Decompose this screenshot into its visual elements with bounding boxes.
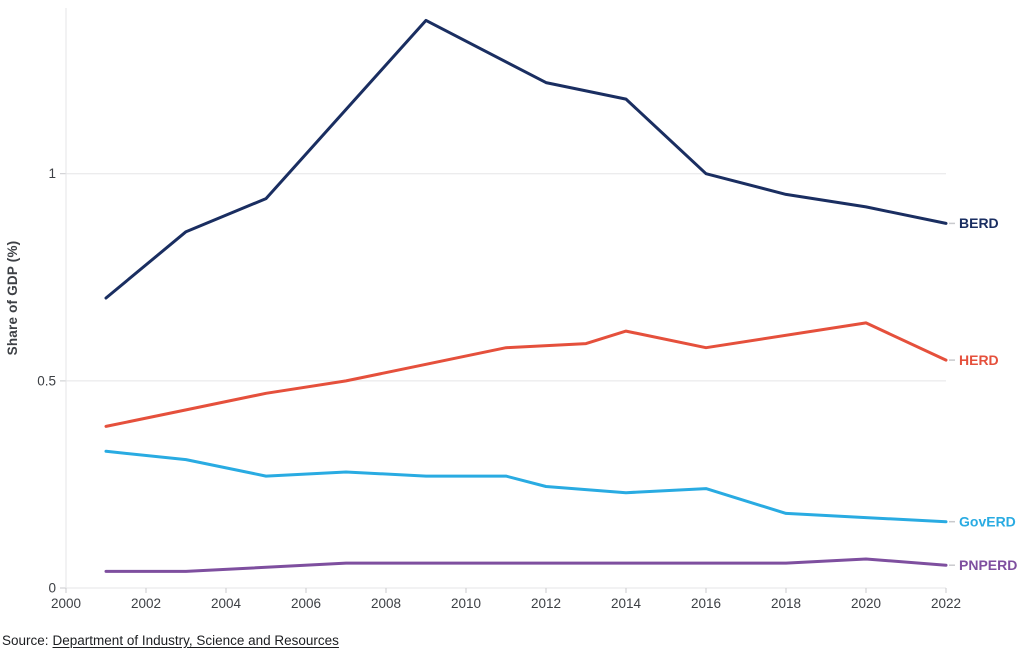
x-tick-label-2020: 2020 [851, 596, 881, 611]
series-label-pnperd: PNPERD [959, 557, 1017, 573]
series-line-herd [104, 321, 948, 428]
x-tick-label-2014: 2014 [611, 596, 642, 611]
x-tick-label-2002: 2002 [131, 596, 161, 611]
series-line-berd [104, 18, 948, 300]
x-tick-label-2016: 2016 [691, 596, 721, 611]
source-link[interactable]: Department of Industry, Science and Reso… [52, 633, 339, 648]
y-tick-label-0.5: 0.5 [37, 373, 56, 388]
rd-share-of-gdp-line-chart: 0 0.5 1 2000 2002 2004 2006 2008 2010 2012 2014 201… [5, 8, 1017, 611]
series-label-berd: BERD [959, 215, 999, 231]
series-line-pnperd [104, 557, 948, 573]
series-label-herd: HERD [959, 352, 999, 368]
x-tick-label-2006: 2006 [291, 596, 321, 611]
x-tick-label-2022: 2022 [931, 596, 961, 611]
y-axis-title: Share of GDP (%) [5, 241, 20, 356]
x-tick-label-2012: 2012 [531, 596, 561, 611]
source-prefix-label: Source: [2, 633, 49, 648]
x-tick-label-2004: 2004 [211, 596, 242, 611]
y-tick-label-1: 1 [48, 166, 56, 181]
x-tick-label-2008: 2008 [371, 596, 401, 611]
series-line-goverd [104, 449, 948, 524]
source-line: Source: Department of Industry, Science a… [2, 633, 339, 648]
series-label-goverd: GovERD [959, 513, 1016, 529]
y-tick-label-0: 0 [48, 581, 56, 596]
x-tick-label-2000: 2000 [51, 596, 81, 611]
x-tick-label-2010: 2010 [451, 596, 481, 611]
x-tick-label-2018: 2018 [771, 596, 801, 611]
